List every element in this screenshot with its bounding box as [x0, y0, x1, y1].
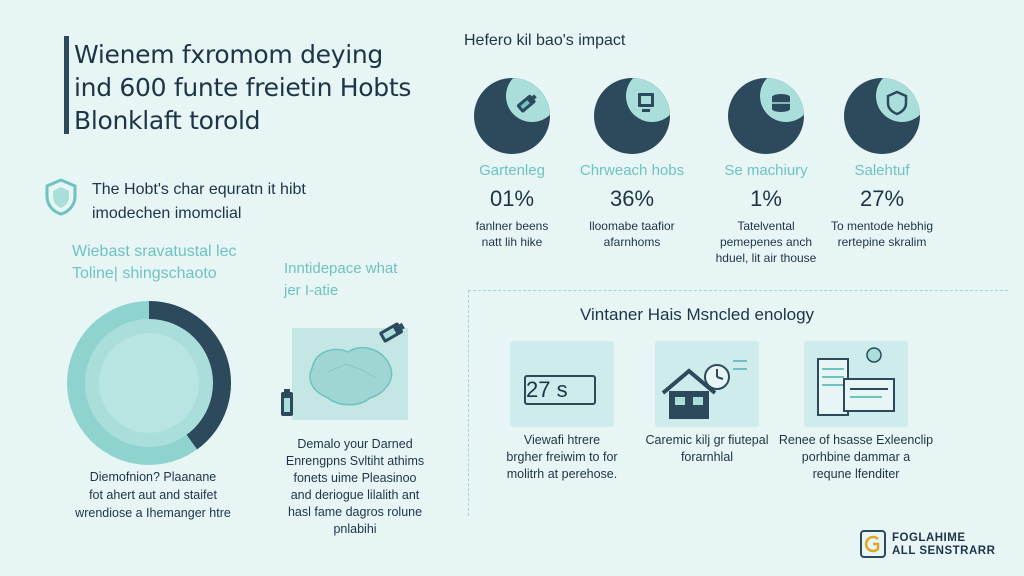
left-desc-line-1: Diemofnion? Plaanane	[89, 470, 217, 484]
tech-desc-line: requne lfenditer	[812, 467, 900, 481]
document-icon	[817, 347, 895, 416]
left-caption-line-1: Wiebast sravatustal lec	[72, 243, 237, 260]
stat-value: 36%	[609, 186, 655, 211]
tech-desc-line: Renee of hsasse Exleenclip	[778, 433, 934, 447]
mid-caption-line-1: Inntidepace what	[284, 260, 398, 277]
stat-desc-line: pemepenes anch	[719, 235, 813, 249]
section-divider	[468, 290, 1008, 291]
timer-frame	[524, 375, 596, 405]
left-desc-line-2: fot ahert aut and staifet	[89, 488, 217, 502]
title-accent-bar	[64, 36, 69, 134]
stat-desc-line: To mentode hebhig	[830, 219, 934, 233]
mid-caption-line-2: jer I-atie	[284, 282, 339, 299]
tech-description: Caremic kilj gr fiutepal forarnhlal	[622, 432, 792, 466]
stat-desc-line: hduel, lit air thouse	[715, 251, 817, 265]
donut-chart	[67, 301, 231, 465]
stat-label: Chrweach hobs	[579, 162, 685, 179]
section-divider	[468, 290, 469, 516]
timer-card: 27 s	[510, 341, 614, 427]
stat-description: lloomabe taafior afarnhoms	[562, 218, 702, 250]
stat-item: Gartenleg 01% fanlner beens natt lih hik…	[442, 78, 582, 250]
title-line-1: Wienem fxromom deying	[74, 40, 383, 69]
mid-desc-line-2: Enrengpns Svltiht athims	[285, 454, 425, 468]
technology-title: Vintaner Hais Msncled enology	[580, 305, 815, 324]
timer-value: 27 s	[526, 377, 568, 402]
server-icon	[772, 94, 790, 112]
stat-value: 1%	[750, 186, 782, 211]
stat-desc-line: Tatelvental	[737, 219, 795, 233]
brand-logo: FOGLAHIME ALL SENSTRARR	[860, 524, 1010, 566]
stat-label: Se machiury	[724, 162, 808, 179]
left-caption: Wiebast sravatustal lec Toline| shingsch…	[72, 241, 332, 285]
left-caption-line-2: Toline| shingschaoto	[72, 265, 217, 282]
stat-desc-line: fanlner beens	[475, 219, 549, 233]
house-icon	[661, 360, 747, 419]
title-line-3: Blonklaft torold	[74, 106, 261, 135]
left-desc-line-3: wrendiose a Ihemanger htre	[75, 506, 231, 520]
tech-desc-line: porhbine dammar a	[801, 450, 911, 464]
title-line-2: ind 600 funte freietin Hobts	[74, 73, 412, 102]
mid-desc-line-5: hasl fame dagros rolune	[287, 505, 423, 519]
stat-circle	[728, 78, 804, 154]
mid-desc-line-6: pnlabihi	[333, 522, 377, 536]
stat-item: Salehtuf 27% To mentode hebhig rertepine…	[812, 78, 952, 250]
mid-desc-line-4: and deriogue lilalith ant	[290, 488, 420, 502]
shield-icon	[886, 90, 908, 116]
document-card	[804, 341, 908, 427]
stat-description: Tatelvental pemepenes anch hduel, lit ai…	[696, 218, 836, 266]
shield-icon	[45, 178, 77, 216]
subtitle-line-2: imodechen imomclial	[92, 205, 242, 222]
stat-label: Gartenleg	[479, 162, 545, 179]
stat-desc-line: natt lih hike	[481, 235, 543, 249]
tech-description: Viewafi htrere brgher freiwim to for mol…	[477, 432, 647, 483]
computer-icon	[638, 93, 654, 112]
impact-title: Hefero kil bao's impact	[464, 32, 626, 49]
stat-description: To mentode hebhig rertepine skralim	[812, 218, 952, 250]
stat-circle	[844, 78, 920, 154]
stat-item: Chrweach hobs 36% lloomabe taafior afarn…	[562, 78, 702, 250]
battery-icon	[281, 389, 293, 416]
tech-desc-line: Caremic kilj gr fiutepal	[645, 433, 769, 447]
stat-description: fanlner beens natt lih hike	[442, 218, 582, 250]
mid-desc-line-3: fonets uime Pleasinoo	[293, 471, 417, 485]
left-description: Diemofnion? Plaanane fot ahert aut and s…	[58, 468, 248, 522]
stat-desc-line: lloomabe taafior	[589, 219, 675, 233]
home-card	[655, 341, 759, 427]
middle-caption: Inntidepace what jer I-atie	[284, 258, 454, 302]
tech-desc-line: brgher freiwim to for	[506, 450, 618, 464]
stat-label: Salehtuf	[854, 162, 910, 179]
page-title: Wienem fxromom deying ind 600 funte frei…	[74, 38, 434, 137]
stat-value: 27%	[859, 186, 905, 211]
subtitle: The Hobt's char equratn it hibt imodeche…	[92, 178, 362, 226]
mid-desc-line-1: Demalo your Darned	[297, 437, 413, 451]
stat-desc-line: afarnhoms	[603, 235, 661, 249]
tech-description: Renee of hsasse Exleenclip porhbine damm…	[771, 432, 941, 483]
logo-mark-icon	[860, 530, 886, 558]
stat-circle	[594, 78, 670, 154]
logo-line-2: ALL SENSTRARR	[892, 545, 996, 557]
tech-desc-line: forarnhlal	[680, 450, 734, 464]
donut-center	[99, 333, 199, 433]
stat-item: Se machiury 1% Tatelvental pemepenes anc…	[696, 78, 836, 266]
map-illustration	[292, 328, 408, 420]
battery-icon	[379, 322, 405, 343]
battery-icon	[516, 94, 537, 113]
stat-desc-line: rertepine skralim	[837, 235, 927, 249]
stat-circle	[474, 78, 550, 154]
middle-description: Demalo your Darned Enrengpns Svltiht ath…	[270, 436, 440, 538]
tech-desc-line: Viewafi htrere	[523, 433, 601, 447]
subtitle-line-1: The Hobt's char equratn it hibt	[92, 181, 306, 198]
logo-line-1: FOGLAHIME	[892, 532, 966, 544]
tech-desc-line: molitrh at perehose.	[506, 467, 618, 481]
stat-value: 01%	[489, 186, 535, 211]
